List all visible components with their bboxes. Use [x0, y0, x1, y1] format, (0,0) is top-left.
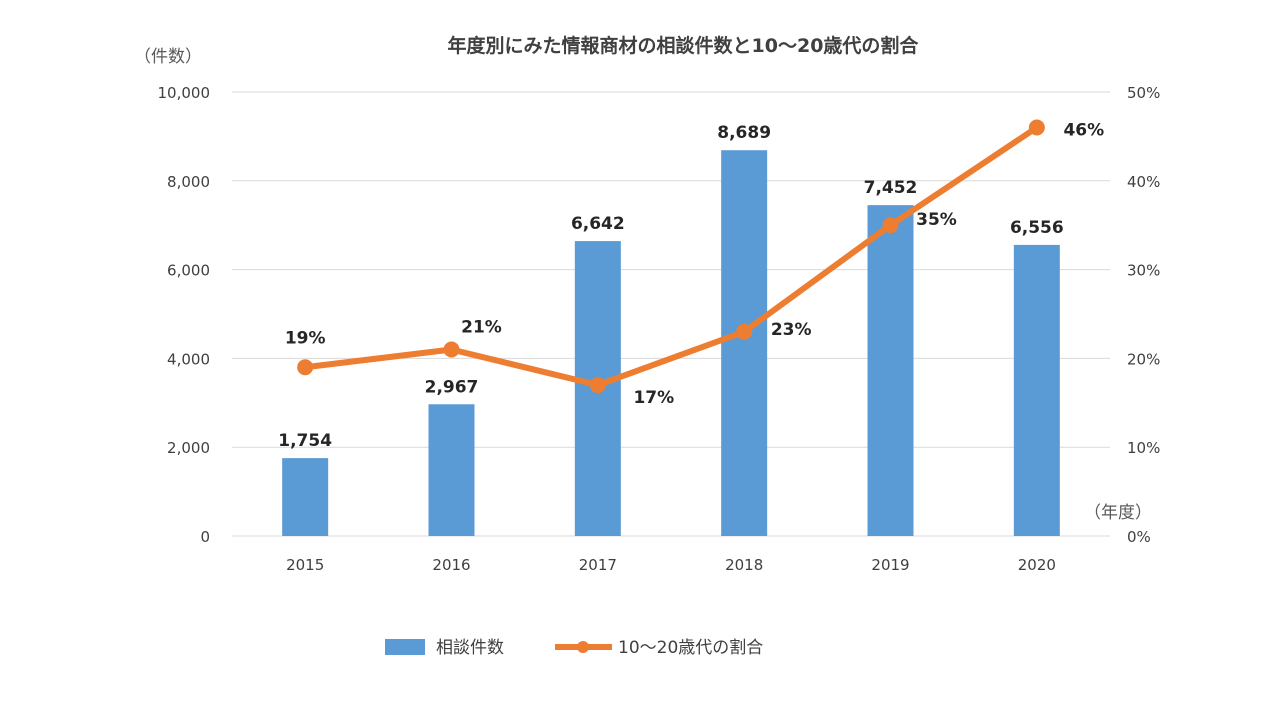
line-point [1028, 119, 1045, 136]
line-point [443, 341, 460, 358]
line-series [297, 119, 1045, 394]
x-tick-label: 2015 [286, 556, 324, 574]
x-tick-label: 2020 [1018, 556, 1056, 574]
left-tick-label: 4,000 [167, 350, 210, 368]
legend-bar-label: 相談件数 [436, 638, 504, 658]
left-axis-unit: （件数） [134, 47, 202, 67]
line-labels: 19% 21% 17% 23% 35% 46% [285, 121, 1104, 409]
bar [867, 205, 914, 536]
bar-value-label: 8,689 [717, 123, 771, 143]
bar-value-label: 6,556 [1010, 218, 1064, 238]
left-tick-label: 0 [200, 528, 210, 546]
line-point [882, 217, 899, 234]
x-tick-label: 2017 [579, 556, 617, 574]
left-axis-ticks: 0 2,000 4,000 6,000 8,000 10,000 [158, 84, 211, 546]
line-value-label: 19% [285, 328, 326, 348]
line-value-label: 35% [916, 210, 957, 230]
right-axis-ticks: 0% 10% 20% 30% 40% 50% [1127, 84, 1160, 546]
gridlines [232, 91, 1110, 537]
bar-value-label: 1,754 [278, 431, 332, 451]
right-tick-label: 30% [1127, 262, 1160, 280]
line-value-label: 46% [1063, 121, 1104, 141]
legend-line-label: 10～20歳代の割合 [618, 638, 763, 658]
bar [721, 150, 768, 536]
bar-value-label: 7,452 [864, 178, 918, 198]
right-tick-label: 40% [1127, 173, 1160, 191]
bar-series [282, 150, 1060, 536]
left-tick-label: 2,000 [167, 439, 210, 457]
bar [1013, 244, 1060, 536]
bar-value-label: 2,967 [425, 377, 479, 397]
line-value-label: 21% [461, 318, 502, 338]
right-tick-label: 20% [1127, 350, 1160, 368]
series-line [302, 124, 1040, 389]
line-point [736, 323, 753, 340]
line-point [297, 359, 314, 376]
bar-labels: 1,754 2,967 6,642 8,689 7,452 6,556 [278, 123, 1063, 451]
right-tick-label: 0% [1127, 528, 1151, 546]
right-tick-label: 50% [1127, 84, 1160, 102]
legend-bar-swatch [385, 639, 425, 655]
chart-title: 年度別にみた情報商材の相談件数と10～20歳代の割合 [448, 34, 920, 57]
bar-value-label: 6,642 [571, 214, 625, 234]
legend-line-marker [577, 641, 589, 653]
line-value-label: 23% [771, 320, 812, 340]
right-tick-label: 10% [1127, 439, 1160, 457]
x-tick-label: 2019 [871, 556, 909, 574]
bar [428, 404, 475, 536]
x-axis-unit: （年度） [1084, 503, 1152, 523]
left-tick-label: 10,000 [158, 84, 211, 102]
x-axis-ticks: 2015 2016 2017 2018 2019 2020 [286, 556, 1056, 574]
left-tick-label: 6,000 [167, 262, 210, 280]
bar [282, 458, 329, 536]
line-point [589, 377, 606, 394]
left-tick-label: 8,000 [167, 173, 210, 191]
x-tick-label: 2016 [432, 556, 470, 574]
legend: 相談件数 10～20歳代の割合 [385, 638, 763, 658]
x-tick-label: 2018 [725, 556, 763, 574]
line-value-label: 17% [633, 388, 674, 408]
